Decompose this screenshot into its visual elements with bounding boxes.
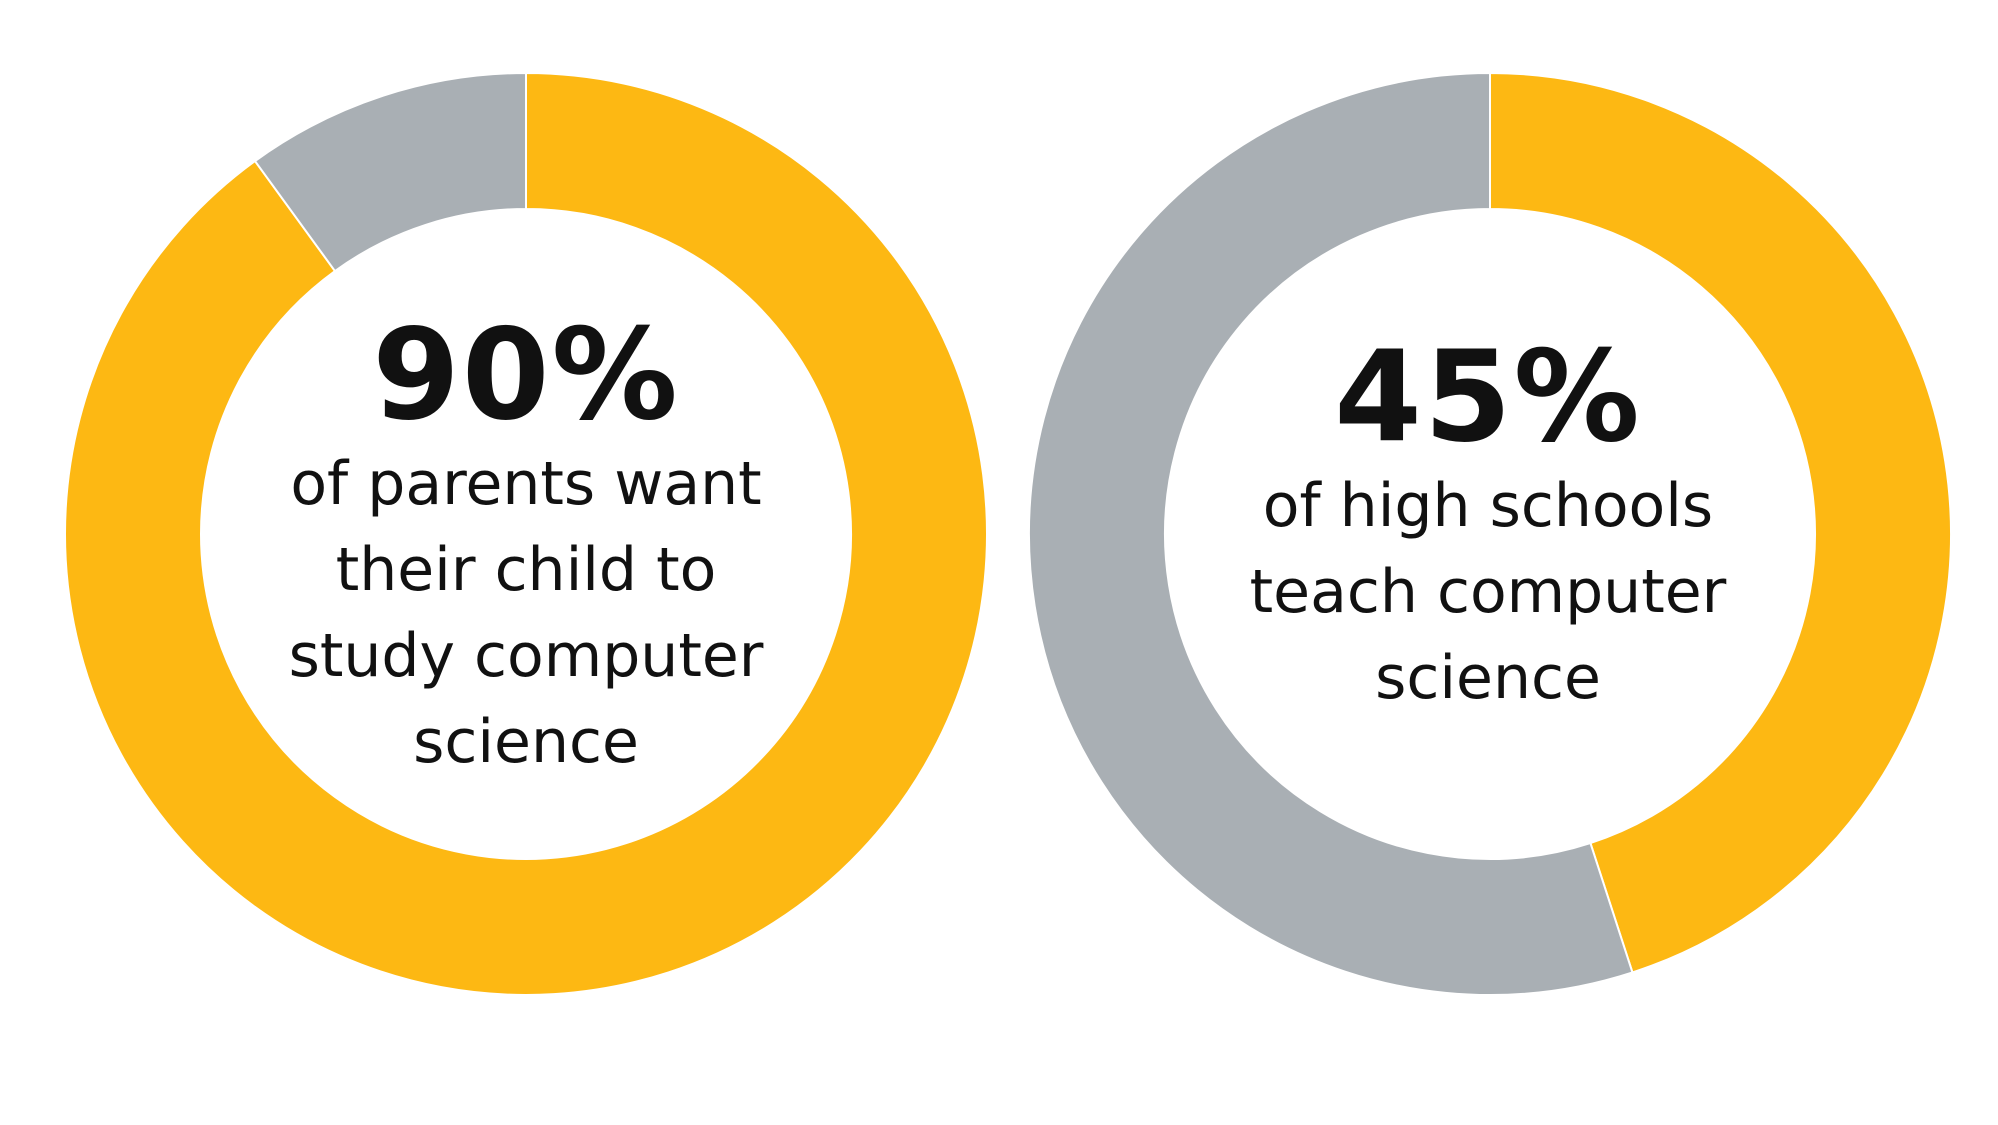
- stat-caption-line: study computer: [288, 621, 764, 691]
- stat-caption-line: science: [1375, 643, 1601, 713]
- stat-caption-line: of parents want: [290, 449, 762, 519]
- donut-center-label-high-schools: 45% of high schools teach computer scien…: [1188, 334, 1788, 718]
- stat-value-high-schools: 45%: [1334, 323, 1642, 470]
- donut-center-label-parents: 90% of parents want their child to study…: [226, 312, 826, 782]
- stat-value-parents: 90%: [372, 301, 680, 448]
- stat-caption-line: of high schools: [1262, 471, 1714, 541]
- stat-caption-line: their child to: [335, 535, 717, 605]
- stat-caption-line: teach computer: [1249, 557, 1727, 627]
- donut-2-slice-1: [1489, 71, 1952, 974]
- donut-2-slice-2: [1028, 71, 1634, 996]
- donut-1-slice-1: [64, 71, 988, 996]
- donut-1-slice-2: [253, 71, 527, 273]
- stat-caption-line: science: [413, 707, 639, 777]
